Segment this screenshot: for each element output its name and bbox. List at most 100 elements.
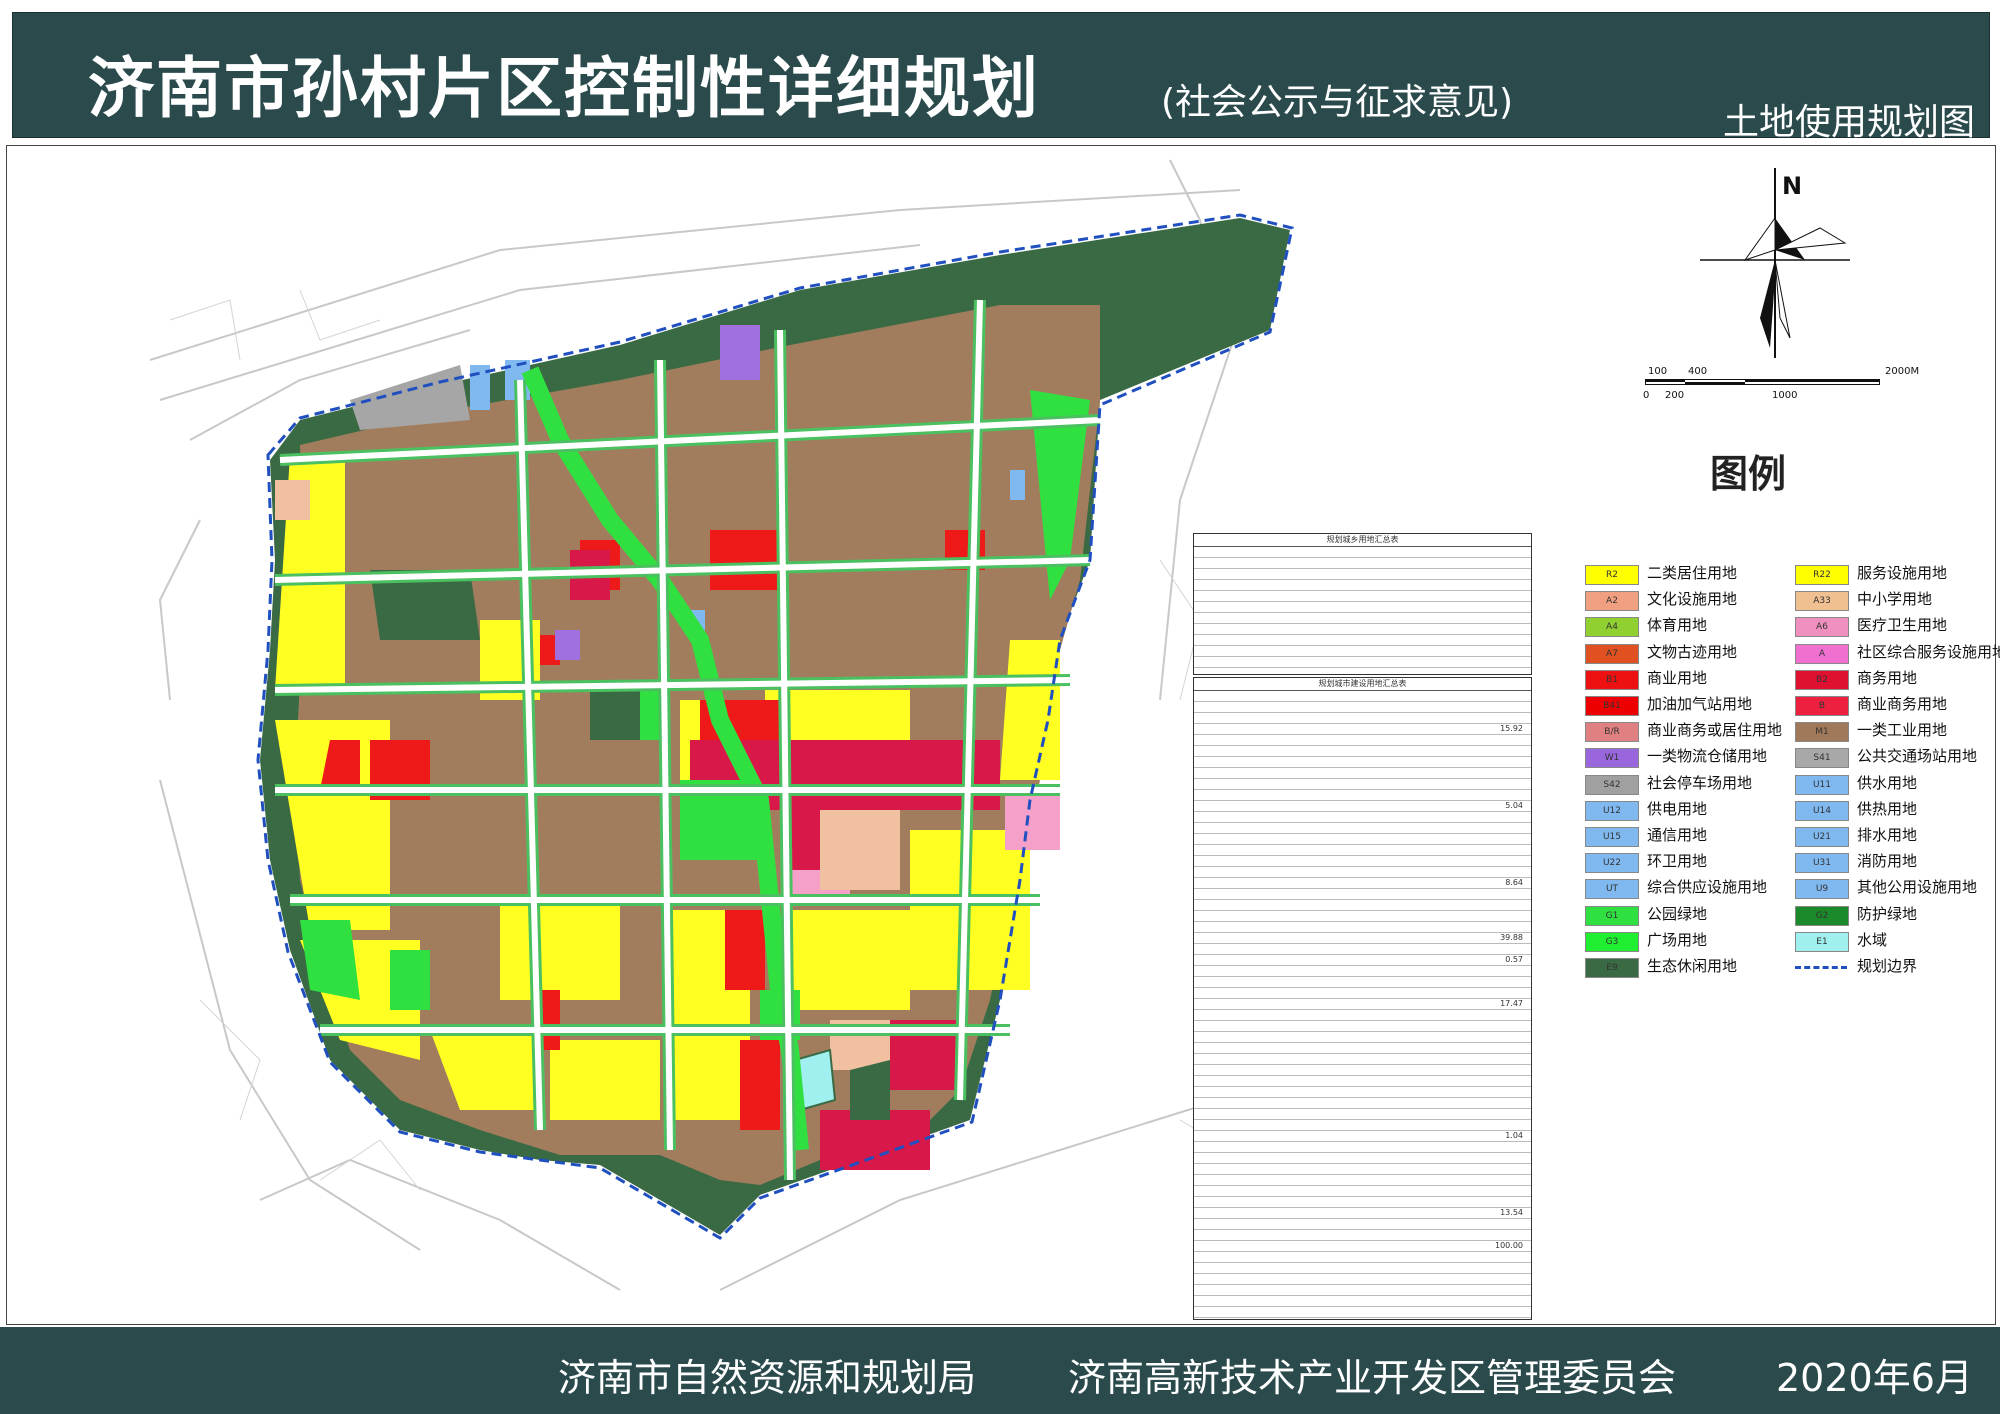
table-total-cell: 39.88 <box>1500 933 1523 942</box>
table-row <box>1194 911 1531 922</box>
boundary-line-icon <box>1795 966 1847 969</box>
legend-label: 其他公用设施用地 <box>1857 878 1978 897</box>
table-row <box>1194 1252 1531 1263</box>
planning-boundary <box>256 213 1294 1240</box>
header-bar: 济南市孙村片区控制性详细规划 (社会公示与征求意见) 土地使用规划图 <box>12 12 1990 143</box>
table-row: 1.04 <box>1194 1131 1531 1142</box>
legend-swatch: S41 <box>1795 748 1849 769</box>
table-row <box>1194 790 1531 801</box>
table-row <box>1194 624 1531 635</box>
table-row <box>1194 646 1531 657</box>
table-row <box>1194 1043 1531 1054</box>
legend-swatch: A7 <box>1585 643 1639 664</box>
legend-item: UT 综合供应设施用地 <box>1585 878 1785 900</box>
map-frame <box>6 145 1996 1325</box>
legend-swatch: U12 <box>1585 800 1639 821</box>
legend-swatch: B <box>1795 696 1849 716</box>
legend-label: 医疗卫生用地 <box>1857 616 1948 635</box>
legend-swatch: A2 <box>1585 591 1639 612</box>
table-total-cell: 1.04 <box>1505 1131 1523 1140</box>
legend-swatch: UT <box>1585 879 1639 900</box>
legend-label: 服务设施用地 <box>1857 564 1948 582</box>
footer-date: 2020年6月 <box>1776 1356 1973 1400</box>
table-row <box>1194 1307 1531 1318</box>
legend-label: 文化设施用地 <box>1647 590 1738 609</box>
legend-swatch: W1 <box>1585 748 1639 769</box>
legend-label: 广场用地 <box>1647 930 1708 949</box>
legend-item: U12 供电用地 <box>1585 800 1785 821</box>
footer-bar: 济南市自然资源和规划局 济南高新技术产业开发区管理委员会 2020年6月 <box>0 1327 2000 1414</box>
legend-swatch: B1 <box>1585 669 1639 690</box>
table-row <box>1194 1164 1531 1175</box>
table-row <box>1194 977 1531 988</box>
table-row <box>1194 635 1531 646</box>
table-row <box>1194 1087 1531 1098</box>
table-row <box>1194 1263 1531 1274</box>
logistics-zones <box>555 325 760 660</box>
table-row <box>1194 735 1531 746</box>
table-row <box>1194 1186 1531 1197</box>
scale-top-label-2: 400 <box>1688 366 1708 377</box>
legend-label: 商业用地 <box>1647 668 1708 687</box>
table-total-cell: 8.64 <box>1505 878 1523 887</box>
legend-item: W1 一类物流仓储用地 <box>1585 747 1785 769</box>
legend-item: U11 供水用地 <box>1795 774 1995 795</box>
table-row <box>1194 657 1531 668</box>
north-arrow-icon <box>1700 168 1850 358</box>
legend-item: B 商业商务用地 <box>1795 695 1995 716</box>
table-row <box>1194 1274 1531 1285</box>
table-row <box>1194 1219 1531 1230</box>
legend-item: U22 环卫用地 <box>1585 852 1785 874</box>
legend-item: B2 商务用地 <box>1795 669 1995 690</box>
legend-label: 供热用地 <box>1857 799 1918 818</box>
table-row <box>1194 856 1531 867</box>
legend-swatch: G3 <box>1585 931 1639 952</box>
legend-swatch: U11 <box>1795 774 1849 795</box>
table-row: 0.57 <box>1194 955 1531 966</box>
legend-label: 防护绿地 <box>1857 904 1918 923</box>
table-row <box>1194 1054 1531 1065</box>
legend-item: A33 中小学用地 <box>1795 590 1995 612</box>
legend-swatch: A <box>1795 643 1849 664</box>
legend-label: 商业商务用地 <box>1857 695 1948 713</box>
table-row <box>1194 1230 1531 1241</box>
table-row <box>1194 812 1531 823</box>
table-row: 13.54 <box>1194 1208 1531 1219</box>
legend-item: B41 加油加气站用地 <box>1585 695 1785 716</box>
legend-item: B/R 商业商务或居住用地 <box>1585 721 1785 743</box>
legend-swatch: U22 <box>1585 853 1639 874</box>
legend-swatch: M1 <box>1795 722 1849 743</box>
legend-item: A4 体育用地 <box>1585 616 1785 638</box>
table-row <box>1194 1109 1531 1120</box>
table-row <box>1194 834 1531 845</box>
legend-swatch: A6 <box>1795 617 1849 638</box>
map-kind-label: 土地使用规划图 <box>1722 102 1975 143</box>
legend-label: 加油加气站用地 <box>1647 695 1753 713</box>
legend-item: R22 服务设施用地 <box>1795 564 1995 585</box>
legend-item: A7 文物古迹用地 <box>1585 643 1785 664</box>
table-row <box>1194 702 1531 713</box>
table-row <box>1194 547 1531 558</box>
transit-station <box>350 365 470 430</box>
legend-item: E9 生态休闲用地 <box>1585 957 1785 978</box>
table-row <box>1194 746 1531 757</box>
construction-land-table: 规划城市建设用地汇总表 15.92 5.04 8.64 39.88 0.57 17.47 1… <box>1193 677 1532 1373</box>
table-row <box>1194 1120 1531 1131</box>
legend-item: A 社区综合服务设施用地 <box>1795 643 2000 664</box>
legend-label: 通信用地 <box>1647 826 1708 844</box>
table-row <box>1194 944 1531 955</box>
legend-label: 消防用地 <box>1857 852 1918 871</box>
legend-swatch: E9 <box>1585 958 1639 978</box>
table-row <box>1194 757 1531 768</box>
legend-label: 社会停车场用地 <box>1647 773 1753 792</box>
legend-label: 生态休闲用地 <box>1647 957 1738 975</box>
legend-label: 规划边界 <box>1857 957 1918 975</box>
table-row <box>1194 1153 1531 1164</box>
table-row <box>1194 1021 1531 1032</box>
legend-title: 图例 <box>1710 452 1787 496</box>
table-row: 17.47 <box>1194 999 1531 1010</box>
legend-label: 中小学用地 <box>1857 590 1933 609</box>
table-row <box>1194 922 1531 933</box>
legend-item: E1 水域 <box>1795 931 1995 952</box>
table-total-cell: 17.47 <box>1500 999 1523 1008</box>
